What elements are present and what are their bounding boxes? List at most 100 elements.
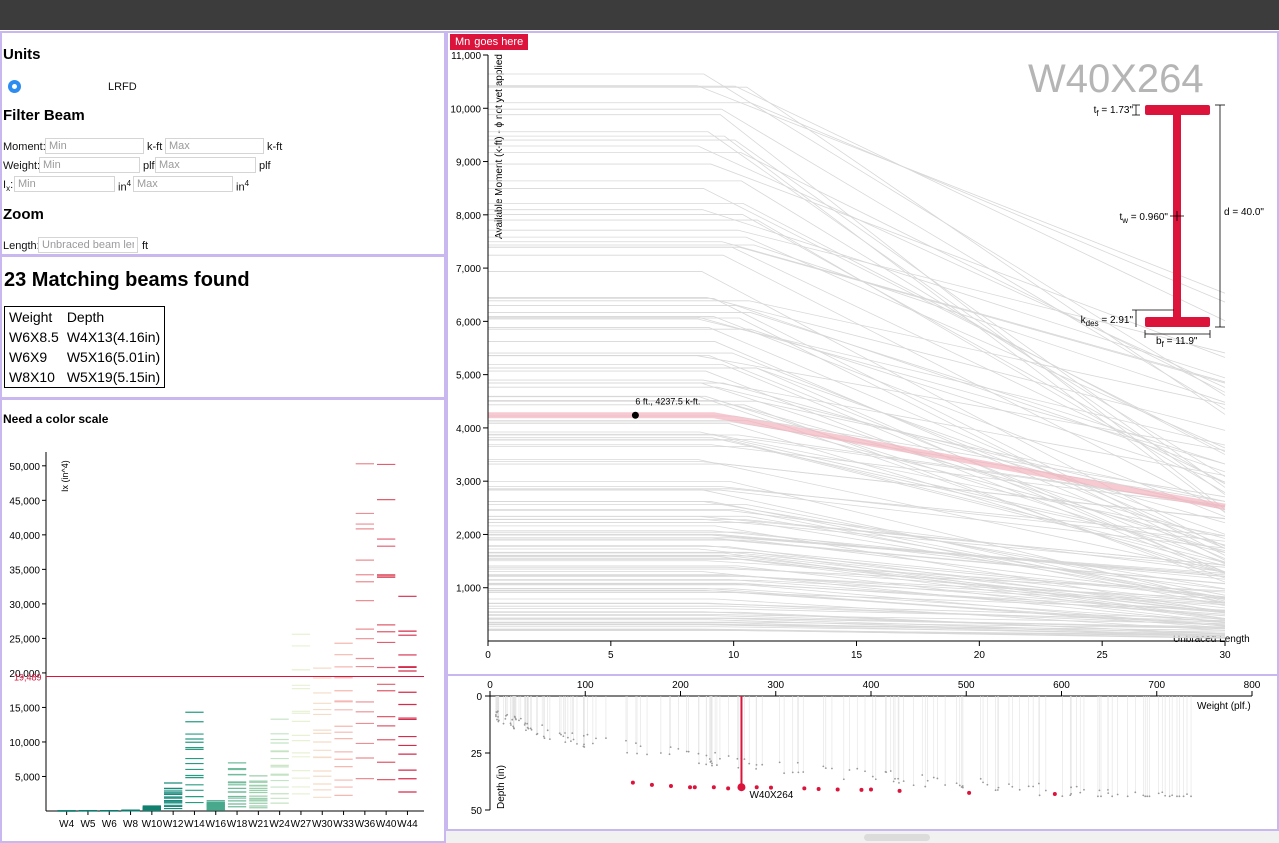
- beam-point: [497, 715, 499, 718]
- table-row[interactable]: W8X10 W5X19(5.15in): [5, 367, 165, 388]
- moment-curve: [488, 619, 1226, 636]
- x-tick-label: 600: [1053, 680, 1070, 691]
- beam-point: [564, 732, 566, 734]
- beam-point: [1142, 794, 1145, 797]
- bottom-flange: [1145, 317, 1210, 327]
- lrfd-label: LRFD: [108, 81, 137, 93]
- length-input[interactable]: [38, 237, 138, 253]
- y-tick-label: 9,000: [456, 158, 481, 169]
- moment-curve: [488, 180, 1226, 477]
- moment-curve: [488, 568, 1226, 592]
- beam-point: [1161, 791, 1164, 794]
- moment-curve: [488, 509, 1226, 607]
- beam-point: [1168, 795, 1171, 798]
- y-tick-label: 10,000: [450, 104, 481, 115]
- beam-point: [1011, 785, 1014, 788]
- moment-curve: [488, 244, 1226, 403]
- beam-point: [1157, 792, 1160, 795]
- beam-point: [525, 729, 527, 732]
- beam-point: [1134, 791, 1137, 794]
- ix-unit: in4: [118, 179, 132, 194]
- x-tick-label: 30: [1219, 650, 1231, 661]
- beam-point: [669, 746, 672, 749]
- length-label: Length:: [3, 240, 40, 252]
- cell-weight: W6X8.5: [9, 329, 59, 345]
- y-tick-label: 50: [471, 806, 483, 817]
- matching-beam-point: [802, 786, 807, 791]
- beam-point: [595, 737, 597, 740]
- lrfd-radio[interactable]: [8, 80, 21, 93]
- beam-point: [512, 725, 515, 728]
- matching-beam-point: [869, 787, 873, 792]
- tw-label: tw = 0.960": [1119, 212, 1168, 225]
- beam-point: [708, 758, 711, 760]
- beam-point: [926, 779, 929, 782]
- beam-point: [796, 761, 799, 764]
- x-tick-label: 300: [767, 680, 784, 691]
- matching-beam-point: [768, 785, 773, 790]
- matching-beam-point: [859, 787, 864, 792]
- moment-curve: [488, 501, 1226, 590]
- selected-moment-curve: [488, 412, 1226, 510]
- beam-point: [743, 758, 746, 760]
- y-tick-label: 0: [476, 692, 482, 703]
- moment-curve: [488, 214, 1226, 485]
- beam-point: [668, 753, 671, 756]
- scroll-thumb[interactable]: [864, 834, 930, 841]
- beam-point: [822, 765, 825, 768]
- beam-point: [548, 738, 551, 741]
- beam-point: [871, 775, 874, 778]
- ix-label: Ix:: [3, 179, 14, 194]
- beam-point: [526, 726, 529, 729]
- ix-min-input[interactable]: [14, 176, 115, 192]
- ix-max-input[interactable]: [133, 176, 233, 192]
- x-tick-label: W12: [163, 819, 184, 830]
- browser-top-bar: [0, 0, 1279, 30]
- x-tick-label: W10: [142, 819, 163, 830]
- weight-min-input[interactable]: [39, 157, 140, 173]
- moment-curve: [488, 139, 1226, 488]
- moment-curve: [488, 560, 1226, 593]
- matching-beam-point: [668, 784, 673, 789]
- beam-point: [583, 746, 586, 748]
- moment-min-input[interactable]: [45, 138, 144, 154]
- moment-curve: [488, 509, 1226, 573]
- table-row[interactable]: W6X8.5 W4X13(4.16in): [5, 327, 165, 347]
- x-tick-label: 20: [974, 650, 986, 661]
- beam-point: [1008, 783, 1010, 785]
- weight-max-input[interactable]: [155, 157, 256, 173]
- cell-weight: W6X9: [9, 349, 48, 365]
- beam-point: [1038, 794, 1041, 797]
- moment-curve: [488, 588, 1226, 623]
- moment-curve: [488, 608, 1226, 621]
- beam-point: [506, 713, 509, 716]
- moment-max-input[interactable]: [165, 138, 264, 154]
- moment-curve: [488, 395, 1226, 563]
- x-tick-label: W44: [397, 819, 418, 830]
- beam-point: [496, 711, 498, 714]
- table-row[interactable]: W6X9 W5X16(5.01in): [5, 347, 165, 367]
- moment-curve: [488, 554, 1226, 612]
- beam-point: [711, 762, 713, 765]
- x-tick-label: 25: [1097, 650, 1109, 661]
- mn-badge: Mn goes here: [450, 34, 529, 50]
- beam-point: [889, 770, 892, 772]
- y-tick-label: 11,000: [451, 51, 481, 62]
- beam-point: [697, 752, 700, 755]
- y-tick-label: 3,000: [456, 477, 481, 488]
- selected-section-title: W40X264: [1028, 57, 1204, 101]
- beam-point: [505, 714, 507, 717]
- beam-point: [831, 767, 833, 770]
- bottom-scrollbar[interactable]: [446, 831, 1279, 843]
- beam-point: [1027, 785, 1030, 788]
- y-tick-label: 35,000: [9, 565, 40, 576]
- moment-curve: [488, 328, 1226, 483]
- moment-unit: k-ft: [147, 141, 163, 153]
- moment-curve: [488, 131, 1226, 495]
- beam-point: [687, 750, 690, 753]
- moment-curve: [488, 622, 1226, 637]
- scatter-x-label: Weight (plf.): [1197, 701, 1251, 712]
- beam-point: [562, 735, 565, 738]
- moment-curve: [488, 504, 1226, 596]
- beam-point: [944, 784, 947, 786]
